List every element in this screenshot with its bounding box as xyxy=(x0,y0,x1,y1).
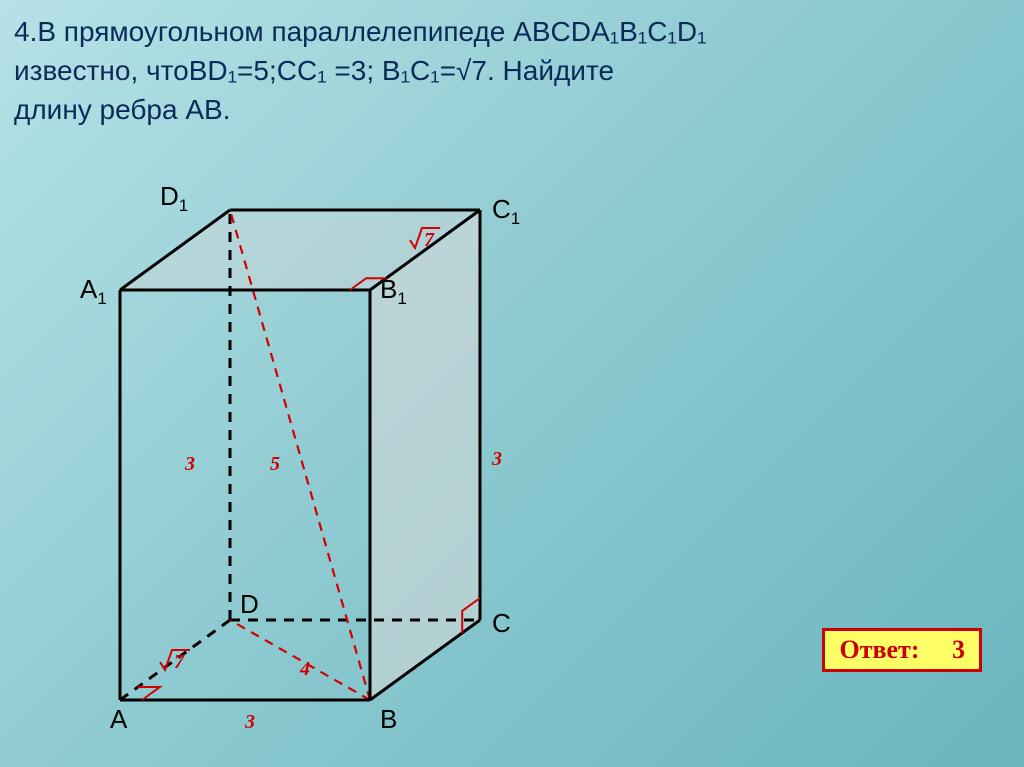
problem-text: 4.В прямоугольном параллелепипеде ABCDA₁… xyxy=(14,12,1010,130)
edge-label: 4 xyxy=(299,658,310,680)
problem-line1: 4.В прямоугольном параллелепипеде ABCDA₁… xyxy=(14,16,707,47)
vertex-label: C1 xyxy=(492,194,520,228)
vertex-label: C xyxy=(492,608,511,638)
parallelepiped-diagram: ABCDA1B1C1D13534377 xyxy=(60,170,560,740)
edge-label: 5 xyxy=(270,453,280,475)
problem-line3: длину ребра AB. xyxy=(14,94,230,125)
right-angle-mark xyxy=(138,687,160,700)
vertex-label: A xyxy=(110,704,128,734)
edge-label: 3 xyxy=(184,453,195,475)
svg-text:7: 7 xyxy=(424,229,435,251)
vertex-label: B xyxy=(380,704,397,734)
svg-text:7: 7 xyxy=(174,651,185,673)
vertex-label: D1 xyxy=(160,181,188,215)
answer-label: Ответ: xyxy=(839,635,919,664)
diagram-svg: ABCDA1B1C1D13534377 xyxy=(60,170,560,740)
vertex-label: D xyxy=(240,589,259,619)
problem-line2: известно, чтоBD₁=5;CC₁ =3; B₁C₁=√7. Найд… xyxy=(14,55,614,86)
edge-label: 3 xyxy=(244,711,255,733)
answer-spacer xyxy=(926,635,946,664)
edge-label: 3 xyxy=(491,448,502,470)
answer-box: Ответ: 3 xyxy=(822,628,982,672)
slide-page: 4.В прямоугольном параллелепипеде ABCDA₁… xyxy=(0,0,1024,767)
vertex-label: A1 xyxy=(80,274,107,308)
answer-value: 3 xyxy=(952,635,965,664)
